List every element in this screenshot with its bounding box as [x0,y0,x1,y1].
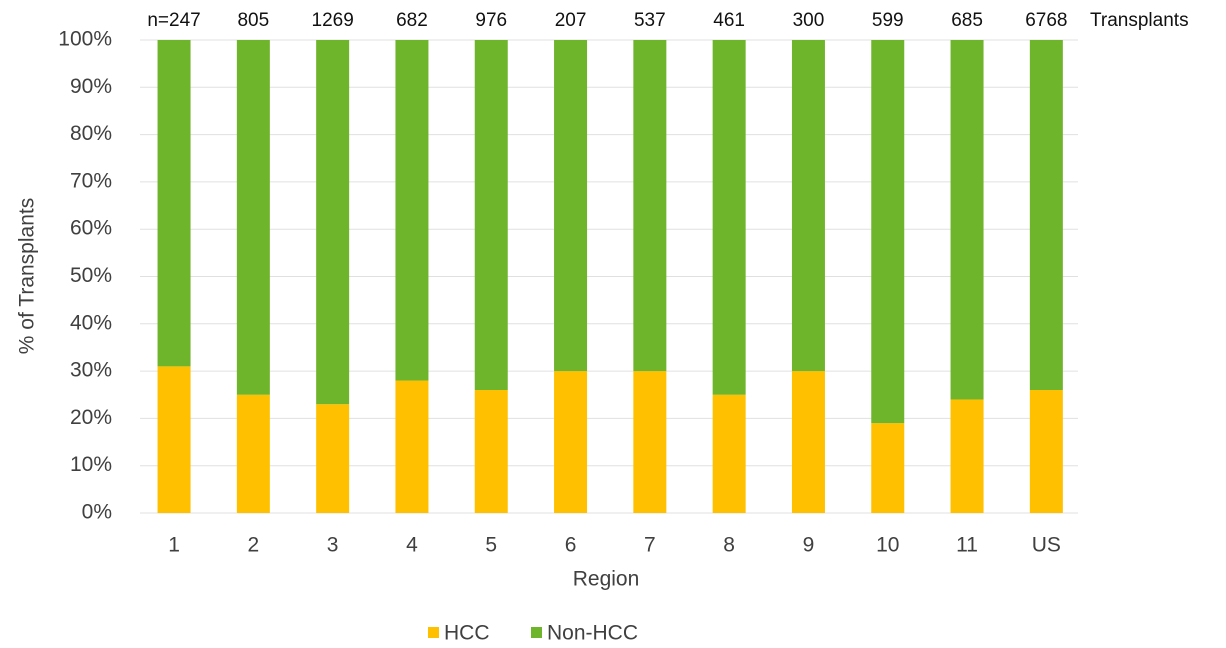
x-tick-label: 7 [644,534,656,557]
y-tick-label: 40% [70,311,112,334]
bar-segment [1029,40,1063,391]
y-tick-label: 70% [70,169,112,192]
x-tick-label: 4 [406,534,418,557]
y-tick-label: 100% [58,28,112,51]
bar-segment [554,371,588,513]
bar-segment [633,371,667,513]
x-tick-label: 6 [565,534,577,557]
y-tick-label: 10% [70,453,112,476]
n-label: 1269 [312,10,354,31]
x-tick-label: 8 [723,534,735,557]
n-label: 461 [713,10,745,31]
n-label: 207 [555,10,587,31]
y-tick-label: 80% [70,122,112,145]
bar-segment [950,40,984,400]
bar-segment [633,40,667,372]
bar-segment [236,394,270,513]
x-tick-label: 11 [956,534,978,557]
bar-segment [1029,390,1063,513]
y-axis-title: % of Transplants [16,198,39,354]
n-label: 599 [872,10,904,31]
n-label: 6768 [1025,10,1067,31]
y-tick-label: 20% [70,406,112,429]
bar-segment [474,40,508,391]
legend-label: Non-HCC [547,622,638,645]
n-label: 300 [793,10,825,31]
bar-segment [712,40,746,395]
y-tick-label: 90% [70,75,112,98]
n-label: 976 [475,10,507,31]
bar-segment [157,366,191,513]
x-tick-label: 9 [803,534,815,557]
x-tick-label: 1 [168,534,180,557]
legend-label: HCC [444,622,490,645]
y-tick-label: 30% [70,359,112,382]
n-label: 685 [951,10,983,31]
n-label: 682 [396,10,428,31]
y-tick-label: 60% [70,217,112,240]
x-tick-label: US [1032,534,1061,557]
n-title: Transplants [1090,10,1189,31]
bar-segment [950,399,984,513]
bar-segment [316,40,350,405]
bar-segment [157,40,191,367]
bar-segment [791,371,825,513]
n-label: 537 [634,10,666,31]
bar-segment [316,404,350,513]
bar-segment [871,423,905,513]
legend-swatch [531,627,542,638]
y-tick-label: 50% [70,264,112,287]
x-axis-title: Region [573,568,640,591]
bar-segment [236,40,270,395]
x-tick-label: 10 [876,534,899,557]
x-tick-label: 2 [248,534,260,557]
bar-segment [474,390,508,513]
bar-segment [554,40,588,372]
x-tick-label: 5 [485,534,497,557]
bar-segment [871,40,905,424]
y-tick-label: 0% [82,501,112,524]
legend-swatch [428,627,439,638]
n-label: 805 [237,10,269,31]
bar-segment [395,380,429,513]
bar-segment [791,40,825,372]
n-label: n=247 [147,10,200,31]
bar-segment [712,394,746,513]
x-tick-label: 3 [327,534,339,557]
bar-segment [395,40,429,381]
